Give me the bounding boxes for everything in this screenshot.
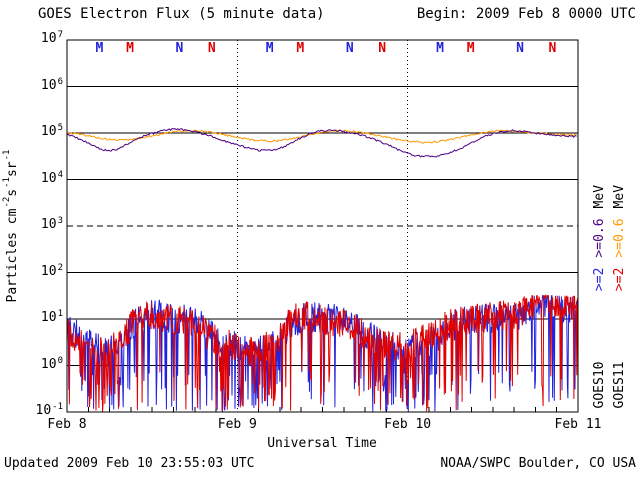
satellite-goes11-noon-marker: N — [207, 41, 216, 56]
updated-timestamp-label: Updated 2009 Feb 10 23:55:03 UTC — [4, 456, 255, 471]
legend-goes10-satellite-label: GOES10 — [591, 361, 607, 409]
satellite-goes10-noon-marker: N — [345, 41, 354, 56]
satellite-goes11-noon-marker: N — [378, 41, 387, 56]
y-tick-label: 105 — [14, 123, 63, 139]
x-axis-label: Universal Time — [267, 436, 377, 451]
chart-title: GOES Electron Flux (5 minute data) — [38, 6, 325, 22]
y-tick-label: 104 — [14, 169, 63, 186]
begin-timestamp-label: Begin: 2009 Feb 8 0000 UTC — [416, 6, 636, 22]
y-tick-label: 106 — [14, 76, 63, 93]
y-axis-label-sup: -2 — [2, 196, 12, 208]
y-tick-base: 10 — [40, 217, 57, 232]
y-axis-label-text: Particles cm — [4, 208, 20, 303]
legend-goes10-gt2-label: >=2 — [591, 267, 607, 292]
legend-goes11-mev-label: MeV — [611, 184, 627, 209]
y-tick-exponent: 2 — [57, 262, 63, 273]
y-tick-label: 101 — [14, 309, 63, 325]
y-tick-base: 10 — [40, 170, 57, 186]
y-tick-exponent: -1 — [52, 402, 63, 412]
y-tick-base: 10 — [35, 403, 52, 418]
y-tick-label: 102 — [14, 262, 63, 279]
satellite-goes10-midnight-marker: M — [436, 41, 444, 56]
y-tick-base: 10 — [40, 124, 57, 139]
y-tick-exponent: 3 — [57, 216, 63, 226]
y-axis-label-text: s — [4, 188, 20, 197]
legend-goes10-energies: >=2 >=0.6 MeV — [591, 163, 607, 313]
y-tick-label: 103 — [14, 216, 63, 232]
y-tick-base: 10 — [40, 77, 57, 93]
legend-goes11-energies: >=2 >=0.6 MeV — [611, 163, 627, 313]
y-tick-exponent: 4 — [57, 169, 63, 180]
y-axis-label: Particles cm -2 s -1 sr -1 — [2, 116, 20, 336]
credit-label: NOAA/SWPC Boulder, CO USA — [440, 456, 636, 471]
y-tick-exponent: 6 — [57, 76, 63, 87]
legend-goes10-mev-label: MeV — [591, 184, 607, 209]
x-tick-label: Feb 9 — [217, 417, 257, 432]
y-tick-exponent: 0 — [57, 355, 63, 366]
y-tick-base: 10 — [40, 31, 57, 46]
satellite-goes11-noon-marker: N — [548, 41, 557, 56]
legend-goes11-gt2-label: >=2 — [611, 267, 627, 292]
y-tick-base: 10 — [40, 310, 57, 325]
satellite-goes10-midnight-marker: M — [95, 41, 104, 56]
legend-goes10-ge06-label: >=0.6 — [591, 218, 607, 258]
y-tick-exponent: 7 — [57, 30, 63, 40]
satellite-goes10-noon-marker: N — [516, 41, 524, 56]
y-tick-label: 100 — [14, 355, 63, 372]
y-axis-label-sup: -1 — [2, 177, 12, 188]
y-tick-base: 10 — [40, 263, 57, 279]
satellite-goes11-midnight-marker: M — [126, 41, 134, 56]
satellite-goes10-midnight-marker: M — [265, 41, 274, 56]
x-tick-label: Feb 10 — [384, 417, 432, 432]
satellite-goes11-midnight-marker: M — [296, 41, 305, 56]
y-tick-exponent: 5 — [57, 123, 63, 133]
y-tick-label: 10-1 — [14, 402, 64, 418]
legend-goes11-ge06-label: >=0.6 — [611, 218, 627, 258]
y-axis-label-text: sr — [4, 161, 20, 178]
y-axis-label-sup: -1 — [2, 149, 12, 161]
y-tick-label: 107 — [14, 30, 63, 46]
x-tick-label: Feb 11 — [554, 417, 602, 432]
y-tick-base: 10 — [40, 356, 57, 372]
x-tick-label: Feb 8 — [47, 417, 87, 432]
satellite-goes10-noon-marker: N — [175, 41, 184, 56]
legend-goes11-satellite-label: GOES11 — [611, 361, 627, 409]
satellite-goes11-midnight-marker: M — [466, 41, 475, 56]
y-tick-exponent: 1 — [57, 309, 63, 319]
